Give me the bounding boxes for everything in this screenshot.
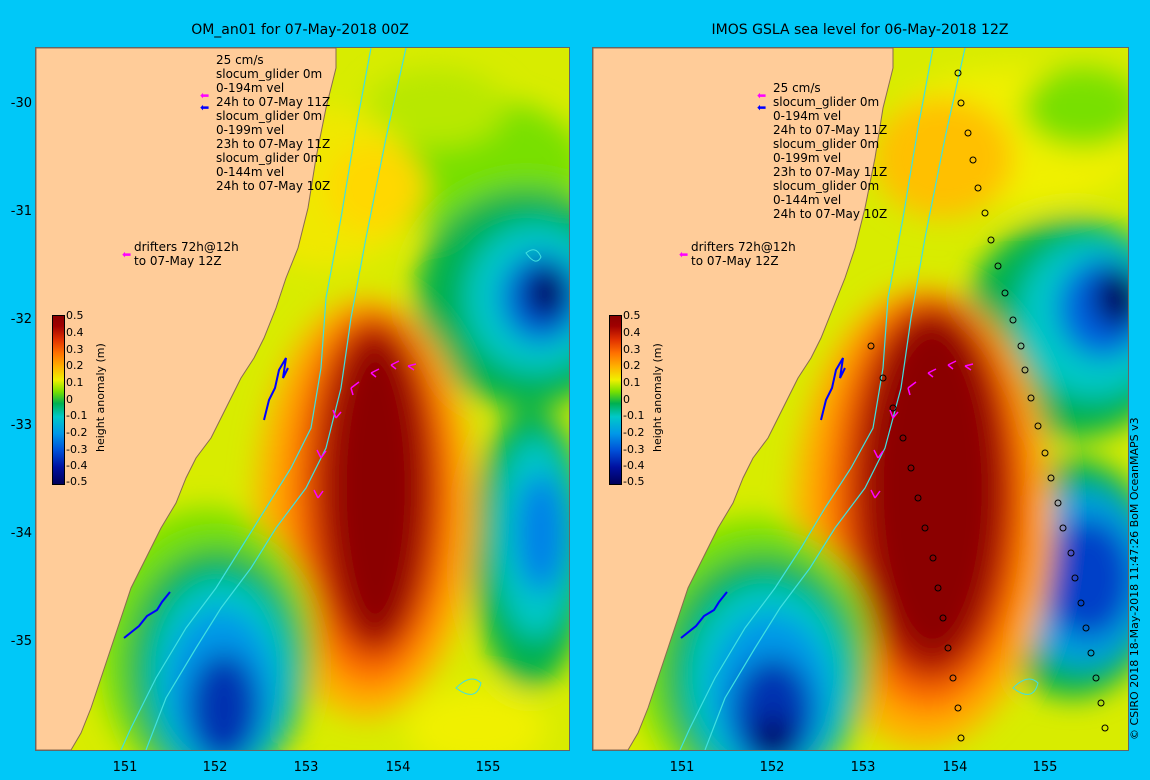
drifters-line: to 07-May 12Z — [134, 254, 222, 268]
lon-tick: 151 — [112, 760, 138, 775]
colorbar-tick: 0 — [623, 393, 630, 406]
colorbar-tick: -0.5 — [66, 475, 88, 488]
drifter-arrow-icon: ⬅ — [122, 248, 132, 261]
legend-line: 0-194m vel — [216, 81, 285, 95]
right-panel-title: IMOS GSLA sea level for 06-May-2018 12Z — [711, 22, 1009, 38]
colorbar-tick: -0.1 — [66, 409, 88, 422]
legend-line: 0-144m vel — [773, 193, 842, 207]
colorbar-tick: 0.2 — [623, 359, 641, 372]
legend-line: slocum_glider 0m — [216, 67, 323, 81]
legend-line: 24h to 07-May 10Z — [216, 179, 331, 193]
colorbar-tick: 0.4 — [623, 326, 641, 339]
velocity-arrow-icon: ⬅ — [757, 89, 767, 102]
right-map-panel[interactable] — [592, 47, 1129, 751]
lon-tick: 155 — [1032, 760, 1058, 775]
right-drifters-legend: drifters 72h@12h to 07-May 12Z — [691, 240, 796, 268]
lat-tick: -30 — [10, 96, 32, 111]
colorbar-label: height anomaly (m) — [651, 343, 664, 452]
lat-tick: -31 — [10, 204, 32, 219]
colorbar-tick: 0.3 — [66, 343, 84, 356]
legend-line: slocum_glider 0m — [216, 151, 323, 165]
lon-tick: 152 — [759, 760, 785, 775]
colorbar-tick: 0.1 — [623, 376, 641, 389]
drifters-line: drifters 72h@12h — [134, 240, 239, 254]
colorbar-tick: 0.2 — [66, 359, 84, 372]
right-legend: 25 cm/s slocum_glider 0m 0-194m vel 24h … — [773, 81, 887, 221]
lat-tick: -34 — [10, 526, 32, 541]
colorbar-tick: -0.2 — [623, 426, 645, 439]
lat-tick: -33 — [10, 418, 32, 433]
legend-line: 24h to 07-May 11Z — [216, 95, 331, 109]
legend-line: 23h to 07-May 11Z — [773, 165, 888, 179]
colorbar-tick: -0.4 — [66, 459, 88, 472]
lon-tick: 154 — [942, 760, 968, 775]
drifters-line: drifters 72h@12h — [691, 240, 796, 254]
colorbar-tick: 0.4 — [66, 326, 84, 339]
left-panel-title: OM_an01 for 07-May-2018 00Z — [191, 22, 409, 38]
legend-line: 0-194m vel — [773, 109, 842, 123]
colorbar-label: height anomaly (m) — [94, 343, 107, 452]
lon-tick: 152 — [202, 760, 228, 775]
legend-line: slocum_glider 0m — [216, 109, 323, 123]
colorbar-tick: -0.1 — [623, 409, 645, 422]
lon-tick: 153 — [850, 760, 876, 775]
lon-tick: 153 — [293, 760, 319, 775]
right-colorbar — [609, 315, 622, 485]
legend-line: slocum_glider 0m — [773, 179, 880, 193]
colorbar-tick: -0.5 — [623, 475, 645, 488]
colorbar-tick: -0.2 — [66, 426, 88, 439]
left-legend: 25 cm/s slocum_glider 0m 0-194m vel 24h … — [216, 53, 330, 193]
legend-line: 23h to 07-May 11Z — [216, 137, 331, 151]
legend-line: 0-199m vel — [216, 123, 285, 137]
legend-line: slocum_glider 0m — [773, 95, 880, 109]
colorbar-tick: 0.5 — [66, 309, 84, 322]
lon-tick: 151 — [669, 760, 695, 775]
left-map-svg — [36, 48, 569, 750]
right-map-svg — [593, 48, 1128, 750]
legend-line: 24h to 07-May 10Z — [773, 207, 888, 221]
lat-tick: -35 — [10, 634, 32, 649]
colorbar-tick: -0.3 — [66, 443, 88, 456]
lon-tick: 155 — [475, 760, 501, 775]
colorbar-tick: 0.3 — [623, 343, 641, 356]
legend-line: slocum_glider 0m — [773, 137, 880, 151]
legend-line: 25 cm/s — [216, 53, 264, 67]
legend-line: 24h to 07-May 11Z — [773, 123, 888, 137]
left-map-panel[interactable] — [35, 47, 570, 751]
legend-line: 0-144m vel — [216, 165, 285, 179]
colorbar-tick: -0.4 — [623, 459, 645, 472]
left-colorbar — [52, 315, 65, 485]
glider-arrow-icon: ⬅ — [200, 101, 210, 114]
colorbar-tick: 0.5 — [623, 309, 641, 322]
colorbar-tick: 0.1 — [66, 376, 84, 389]
credit-text: © CSIRO 2018 18-May-2018 11:47:26 BoM Oc… — [1128, 417, 1141, 740]
drifter-arrow-icon: ⬅ — [679, 248, 689, 261]
glider-arrow-icon: ⬅ — [757, 101, 767, 114]
legend-line: 0-199m vel — [773, 151, 842, 165]
velocity-arrow-icon: ⬅ — [200, 89, 210, 102]
legend-line: 25 cm/s — [773, 81, 821, 95]
lat-tick: -32 — [10, 312, 32, 327]
lon-tick: 154 — [385, 760, 411, 775]
left-drifters-legend: drifters 72h@12h to 07-May 12Z — [134, 240, 239, 268]
colorbar-tick: 0 — [66, 393, 73, 406]
drifters-line: to 07-May 12Z — [691, 254, 779, 268]
colorbar-tick: -0.3 — [623, 443, 645, 456]
